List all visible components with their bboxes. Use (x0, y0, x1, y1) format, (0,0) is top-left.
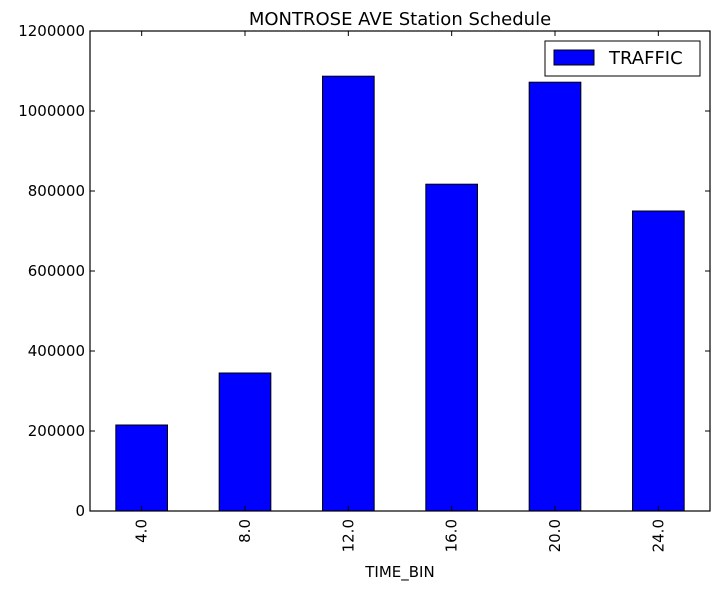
bar-4.0 (115, 424, 169, 512)
plot-frame (89, 30, 711, 512)
x-tick-label-8.0: 8.0 (236, 519, 254, 543)
y-axis: 0 200000 400000 600000 800000 1000000 1200000 (18, 22, 710, 520)
bar-8.0 (218, 372, 272, 512)
y-tick-label-800000: 800000 (28, 182, 85, 200)
y-tick-label-1200000: 1200000 (18, 22, 85, 40)
y-tick-label-1000000: 1000000 (18, 102, 85, 120)
y-tick-label-200000: 200000 (28, 422, 85, 440)
x-axis: 4.0 8.0 12.0 16.0 20.0 24.0 (133, 31, 667, 552)
y-tick-label-0: 0 (75, 502, 85, 520)
x-axis-label: TIME_BIN (364, 563, 434, 582)
bar-16.0 (425, 183, 479, 512)
y-tick-label-600000: 600000 (28, 262, 85, 280)
x-tick-label-12.0: 12.0 (339, 519, 357, 552)
legend: TRAFFIC (544, 40, 701, 77)
chart-title: MONTROSE AVE Station Schedule (249, 9, 551, 30)
bar-24.0 (632, 210, 685, 512)
bars-layer (115, 75, 685, 512)
bar-12.0 (322, 75, 375, 512)
y-tick-label-400000: 400000 (28, 342, 85, 360)
x-tick-label-16.0: 16.0 (443, 519, 461, 552)
bar-20.0 (528, 81, 582, 512)
x-tick-label-20.0: 20.0 (546, 519, 564, 552)
legend-label-traffic: TRAFFIC (608, 48, 683, 69)
x-tick-label-4.0: 4.0 (133, 519, 151, 543)
legend-swatch (553, 49, 595, 66)
x-tick-label-24.0: 24.0 (649, 519, 667, 552)
